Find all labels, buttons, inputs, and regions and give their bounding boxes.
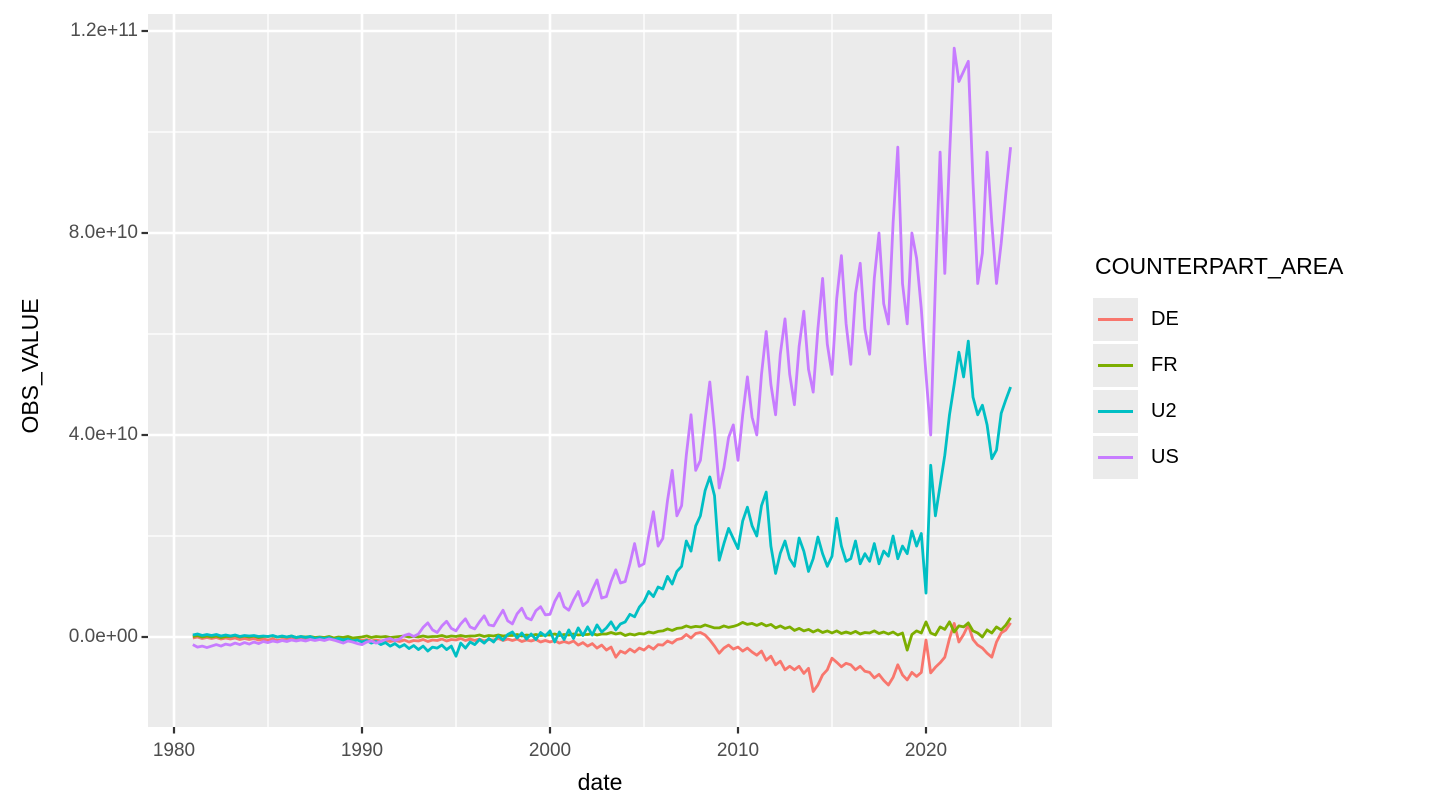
x-tick-label-1980: 1980 xyxy=(152,740,196,761)
x-axis-title: date xyxy=(577,769,623,795)
legend-key-us xyxy=(1093,436,1138,479)
legend-line-icon xyxy=(1098,318,1133,321)
legend-item-fr: FR xyxy=(1093,344,1433,387)
legend-line-icon xyxy=(1098,410,1133,413)
legend-item-de: DE xyxy=(1093,298,1433,341)
x-tick-label-2020: 2020 xyxy=(904,740,948,761)
legend-key-u2 xyxy=(1093,390,1138,433)
y-tick-label-8e10: 8.0e+10 xyxy=(68,222,138,243)
legend-key-fr xyxy=(1093,344,1138,387)
legend-item-us: US xyxy=(1093,436,1433,479)
legend-title: COUNTERPART_AREA xyxy=(1095,253,1344,279)
y-axis-title: OBS_VALUE xyxy=(17,298,43,434)
x-tick-label-1990: 1990 xyxy=(340,740,384,761)
legend: COUNTERPART_AREA DE FR U2 US xyxy=(1093,252,1433,482)
legend-line-icon xyxy=(1098,364,1133,367)
legend-label-fr: FR xyxy=(1151,354,1178,376)
x-tick-label-2000: 2000 xyxy=(528,740,572,761)
y-tick-label-4e10: 4.0e+10 xyxy=(68,424,138,445)
y-tick-label-0: 0.0e+00 xyxy=(68,626,138,647)
legend-item-u2: U2 xyxy=(1093,390,1433,433)
legend-label-us: US xyxy=(1151,446,1179,468)
legend-label-u2: U2 xyxy=(1151,400,1177,422)
y-tick-label-1.2e11: 1.2e+11 xyxy=(70,20,138,41)
legend-line-icon xyxy=(1098,456,1133,459)
x-tick-label-2010: 2010 xyxy=(716,740,760,761)
legend-key-de xyxy=(1093,298,1138,341)
legend-label-de: DE xyxy=(1151,308,1179,330)
